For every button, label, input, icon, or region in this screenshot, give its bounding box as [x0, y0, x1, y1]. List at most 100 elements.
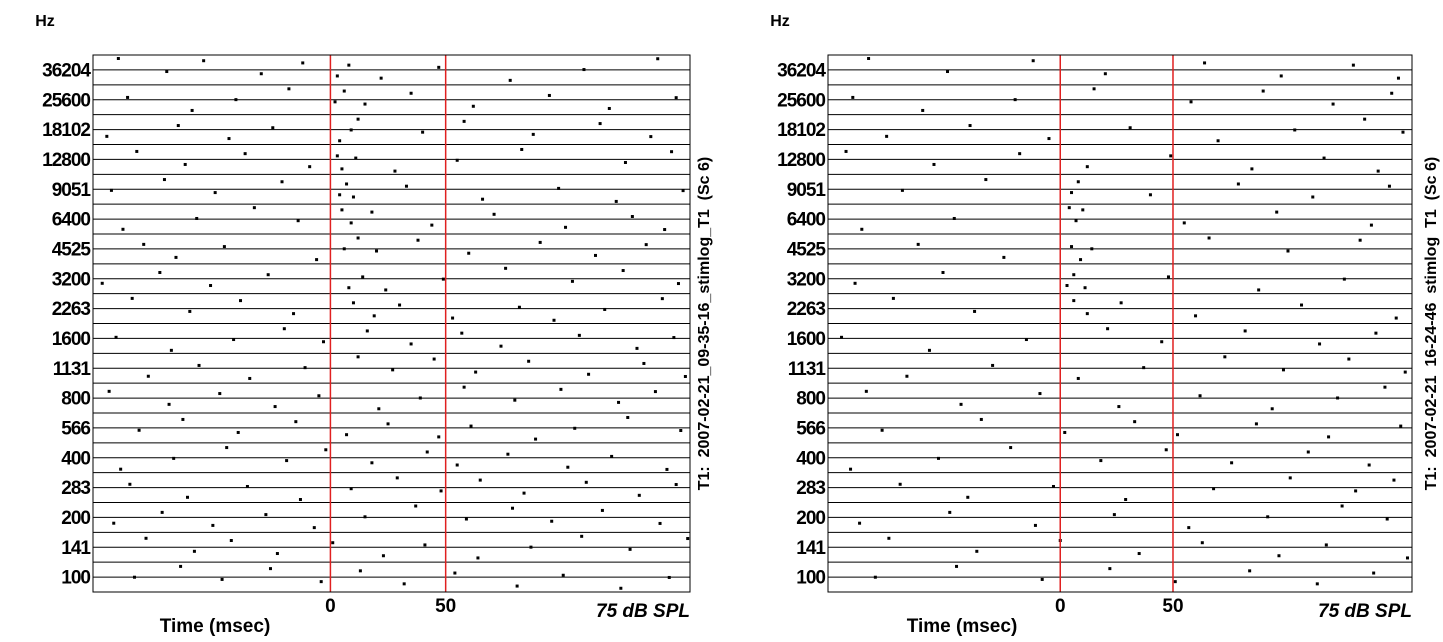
y-tick-label: 36204 [42, 60, 91, 81]
spike [991, 363, 995, 367]
spike [670, 150, 674, 154]
spike [880, 428, 884, 432]
spike [1009, 446, 1013, 450]
spike [840, 335, 844, 339]
spike [603, 307, 607, 311]
spike [1385, 517, 1389, 521]
spike [453, 571, 457, 575]
spike [296, 219, 300, 223]
spike [674, 483, 678, 487]
spike [1288, 476, 1292, 480]
spike [941, 270, 945, 274]
spike [393, 169, 397, 173]
spike [474, 370, 478, 374]
spike [1067, 206, 1071, 210]
y-tick-label: 9051 [52, 180, 92, 201]
spike [864, 389, 868, 393]
y-tick-label: 283 [61, 478, 90, 499]
spike [952, 216, 956, 220]
spike [1072, 299, 1076, 303]
spike [331, 541, 335, 545]
spike [1270, 407, 1274, 411]
spike [437, 435, 441, 439]
spike [561, 573, 565, 577]
y-tick-label: 200 [796, 508, 825, 529]
spike [232, 338, 236, 342]
spike [1396, 76, 1400, 80]
spike [614, 199, 618, 203]
spike [573, 426, 577, 430]
spike [218, 392, 222, 396]
spike [356, 117, 360, 121]
y-tick-label: 200 [61, 508, 90, 529]
spike [649, 135, 653, 139]
spike [340, 167, 344, 171]
spike [626, 415, 630, 419]
y-tick-label: 1600 [787, 329, 826, 350]
y-tick-label: 3200 [52, 269, 91, 290]
x-tick-label: 50 [435, 596, 456, 617]
spike [642, 361, 646, 365]
y-tick-label: 4525 [52, 239, 92, 260]
spike [679, 429, 683, 433]
spike [347, 286, 351, 290]
spike [1047, 137, 1051, 141]
spike [1203, 61, 1207, 65]
spike [1065, 284, 1069, 288]
spike [273, 405, 277, 409]
spike [225, 446, 229, 450]
spike [349, 487, 353, 491]
spike [301, 61, 305, 65]
spike [478, 478, 482, 482]
spike [471, 104, 475, 108]
spike [1070, 191, 1074, 195]
spike [517, 305, 521, 309]
y-tick-label: 6400 [52, 210, 91, 231]
spike [202, 59, 206, 63]
spike [1013, 98, 1017, 102]
spike [1173, 580, 1177, 584]
spike [340, 208, 344, 212]
spike [1083, 286, 1087, 290]
spike [298, 498, 302, 502]
y-tick-label: 1131 [788, 359, 827, 380]
spike [308, 165, 312, 169]
spike [266, 273, 270, 277]
spike [527, 359, 531, 363]
spike [932, 162, 936, 166]
spike [547, 93, 551, 97]
spike [1367, 463, 1371, 467]
spike [1038, 392, 1042, 396]
spike [229, 539, 233, 543]
spike [1390, 91, 1394, 95]
y-tick-label: 2263 [787, 299, 826, 320]
spike [1108, 567, 1112, 571]
spike [361, 275, 365, 279]
spike [1230, 461, 1234, 465]
y-tick-label: 12800 [777, 150, 825, 171]
spike [280, 180, 284, 184]
y-tick-label: 18102 [42, 120, 90, 141]
spike [1074, 219, 1078, 223]
spike [481, 197, 485, 201]
spike [1198, 394, 1202, 398]
spike [927, 348, 931, 352]
spike [160, 510, 164, 514]
spike [183, 162, 187, 166]
spike [1103, 72, 1107, 76]
spike [259, 72, 263, 76]
spike [1099, 459, 1103, 463]
spike [1031, 59, 1035, 63]
side-label: T1: 2007-02-21_09-35-16_stimlog_T1 (Sc 6… [696, 157, 713, 491]
y-tick-label: 400 [796, 448, 825, 469]
spike [1166, 275, 1170, 279]
y-unit: Hz [35, 13, 55, 30]
spike [322, 340, 326, 344]
spike [282, 327, 286, 331]
spike [979, 417, 983, 421]
spike [209, 284, 213, 288]
spike [354, 156, 358, 160]
spike [195, 216, 199, 220]
spike [515, 584, 519, 588]
spike [345, 433, 349, 437]
